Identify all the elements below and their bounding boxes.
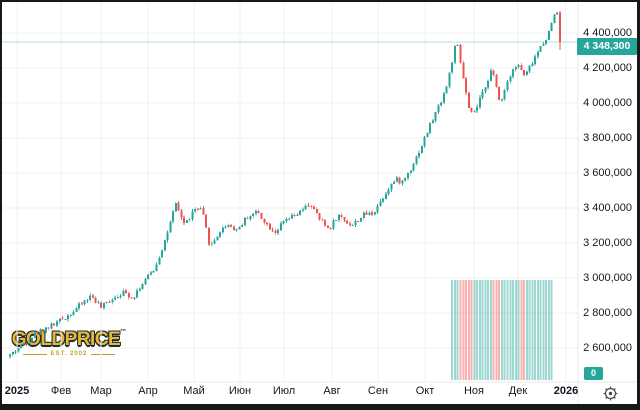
price-axis-label: 3 400,000 <box>583 202 632 214</box>
time-axis-label: Ноя <box>463 385 485 397</box>
logo-est-row: EST. 2002 <box>10 351 128 357</box>
last-price-badge: 4 348,300 <box>577 38 637 55</box>
volume-zero-badge: 0 <box>584 367 603 380</box>
price-axis-label: 2 800,000 <box>583 307 632 319</box>
price-axis-label: 3 600,000 <box>583 167 632 179</box>
time-axis-label: Сен <box>367 385 389 397</box>
price-axis-label: 4 000,000 <box>583 97 632 109</box>
time-axis-label: 2025 <box>4 385 30 397</box>
trademark-symbol: ™ <box>120 329 127 335</box>
price-axis-label: 3 200,000 <box>583 237 632 249</box>
logo-rule-left <box>22 353 47 355</box>
time-axis-label: Апр <box>138 385 158 397</box>
logo-rule-right <box>91 353 116 355</box>
price-axis[interactable]: 4 400,000 4 200,000 4 000,000 3 800,000 3 60… <box>578 0 638 382</box>
time-axis[interactable]: 2025 Фев Мар Апр Май Июн Июл Авг Сен Окт Ноя Дек 202… <box>0 382 578 404</box>
time-axis-label: Май <box>183 385 205 397</box>
time-axis-label: Фев <box>50 385 72 397</box>
goldprice-logo-text: GOLDPRICE™ <box>10 329 128 351</box>
gear-icon <box>603 386 618 401</box>
price-axis-label: 4 400,000 <box>583 27 632 39</box>
time-axis-label: Дек <box>508 385 528 397</box>
price-axis-label: 2 600,000 <box>583 342 632 354</box>
time-axis-label: Авг <box>323 385 341 397</box>
logo-est-text: EST. 2002 <box>50 351 88 357</box>
time-axis-label: Июн <box>228 385 252 397</box>
goldprice-logo: GOLDPRICE™ EST. 2002 <box>10 329 128 357</box>
settings-button[interactable] <box>602 385 619 402</box>
price-axis-label: 4 200,000 <box>583 62 632 74</box>
price-axis-label: 3 000,000 <box>583 272 632 284</box>
time-axis-label: Июл <box>272 385 296 397</box>
time-axis-label: Окт <box>415 385 435 397</box>
brand-name: GOLDPRICE <box>11 329 121 350</box>
time-axis-label: Мар <box>90 385 112 397</box>
price-axis-label: 3 800,000 <box>583 132 632 144</box>
time-axis-label: 2026 <box>553 385 579 397</box>
